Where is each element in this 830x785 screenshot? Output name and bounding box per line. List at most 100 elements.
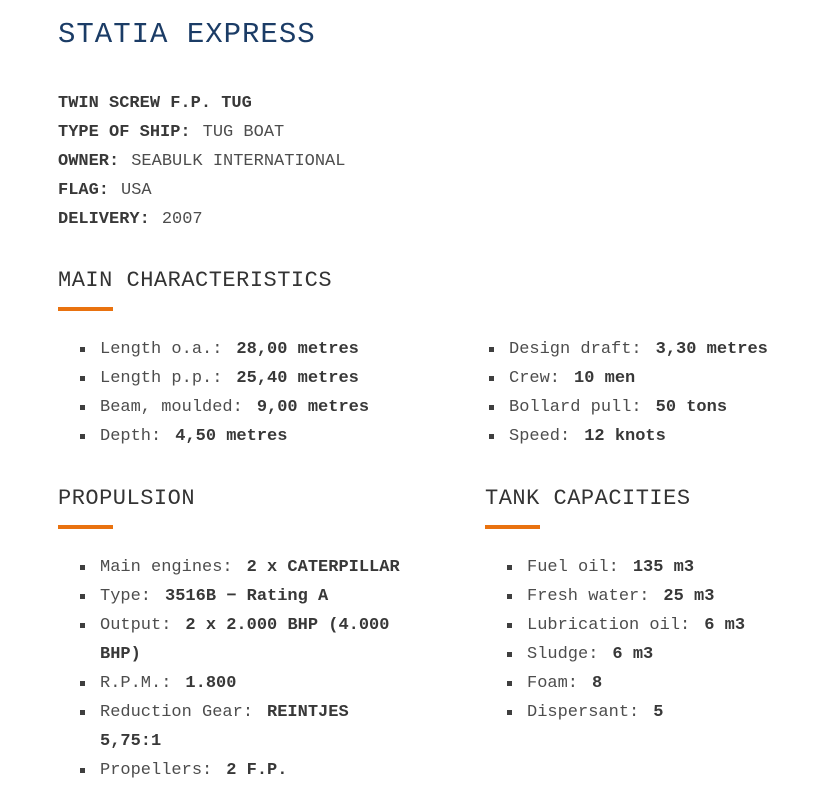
spec-label: Reduction Gear:	[100, 703, 254, 722]
spec-item-length-pp: Length p.p.: 25,40 metres	[80, 364, 485, 393]
spec-label: Depth:	[100, 427, 162, 446]
bullet-icon	[507, 669, 527, 686]
info-value: SEABULK INTERNATIONAL	[131, 152, 346, 171]
bullet-icon	[80, 582, 100, 599]
info-label: TYPE OF SHIP:	[58, 123, 191, 142]
bullet-icon	[489, 422, 509, 439]
spec-item-main-engines: Main engines: 2 x CATERPILLAR	[80, 553, 485, 582]
spec-label: Beam, moulded:	[100, 398, 243, 417]
spec-item-lubrication-oil: Lubrication oil: 6 m3	[507, 611, 810, 640]
page-title: STATIA EXPRESS	[58, 18, 316, 51]
bullet-icon	[489, 364, 509, 381]
orange-rule	[485, 525, 540, 529]
main-characteristics-left-list: Length o.a.: 28,00 metres Length p.p.: 25,…	[80, 335, 485, 451]
spec-item-output: Output: 2 x 2.000 BHP (4.000 BHP)	[80, 611, 485, 669]
spec-label: Fresh water:	[527, 587, 650, 606]
info-value: 2007	[161, 210, 203, 229]
spec-item-length-oa: Length o.a.: 28,00 metres	[80, 335, 485, 364]
spec-item-design-draft: Design draft: 3,30 metres	[489, 335, 810, 364]
spec-item-propellers: Propellers: 2 F.P.	[80, 756, 485, 785]
orange-rule	[58, 525, 113, 529]
spec-item-foam: Foam: 8	[507, 669, 810, 698]
spec-label: Main engines:	[100, 558, 233, 577]
spec-value: REINTJES 5,75:1	[100, 703, 349, 751]
spec-value: 2 x 2.000 BHP (4.000 BHP)	[100, 616, 390, 664]
spec-value: 50 tons	[655, 398, 728, 417]
spec-label: Fuel oil:	[527, 558, 619, 577]
tank-capacities-list: Fuel oil: 135 m3 Fresh water: 25 m3 Lubric…	[507, 553, 810, 727]
spec-item-sludge: Sludge: 6 m3	[507, 640, 810, 669]
bullet-icon	[507, 553, 527, 570]
propulsion-heading: PROPULSION	[58, 486, 196, 511]
spec-label: Dispersant:	[527, 703, 640, 722]
info-row-delivery: DELIVERY: 2007	[58, 205, 810, 234]
spec-label: Foam:	[527, 674, 579, 693]
spec-label: Length o.a.:	[100, 340, 223, 359]
main-characteristics-right-list: Design draft: 3,30 metres Crew: 10 men Bol…	[489, 335, 810, 451]
section-tank-capacities: TANK CAPACITIES Fuel oil: 135 m3 Fresh wa…	[485, 487, 810, 727]
bullet-icon	[80, 422, 100, 439]
spec-value: 6 m3	[612, 645, 654, 664]
spec-value: 3,30 metres	[655, 340, 768, 359]
spec-value: 25 m3	[663, 587, 715, 606]
spec-value: 3516B − Rating A	[165, 587, 329, 606]
spec-value: 5	[653, 703, 664, 722]
spec-value: 4,50 metres	[175, 427, 288, 446]
spec-item-rpm: R.P.M.: 1.800	[80, 669, 485, 698]
spec-value: 12 knots	[584, 427, 666, 446]
spec-value: 6 m3	[704, 616, 746, 635]
bullet-icon	[489, 393, 509, 410]
spec-item-dispersant: Dispersant: 5	[507, 698, 810, 727]
spec-label: Propellers:	[100, 761, 213, 780]
spec-value: 135 m3	[632, 558, 695, 577]
bullet-icon	[507, 698, 527, 715]
spec-item-beam: Beam, moulded: 9,00 metres	[80, 393, 485, 422]
spec-label: Bollard pull:	[509, 398, 642, 417]
spec-value: 1.800	[185, 674, 237, 693]
section-main-characteristics: MAIN CHARACTERISTICS Length o.a.: 28,00 m…	[58, 269, 810, 451]
info-row-owner: OWNER: SEABULK INTERNATIONAL	[58, 147, 810, 176]
spec-value: 9,00 metres	[256, 398, 370, 417]
info-value: TUG BOAT	[202, 123, 285, 142]
bullet-icon	[80, 335, 100, 352]
spec-label: Output:	[100, 616, 172, 635]
spec-item-crew: Crew: 10 men	[489, 364, 810, 393]
bullet-icon	[507, 640, 527, 657]
spec-label: Sludge:	[527, 645, 599, 664]
spec-value: 10 men	[574, 369, 636, 388]
spec-label: Length p.p.:	[100, 369, 223, 388]
spec-value: 25,40 metres	[236, 369, 359, 388]
spec-item-speed: Speed: 12 knots	[489, 422, 810, 451]
info-value: USA	[121, 181, 152, 200]
spec-item-fresh-water: Fresh water: 25 m3	[507, 582, 810, 611]
bullet-icon	[80, 698, 100, 715]
info-label: OWNER:	[58, 152, 120, 171]
spec-label: Design draft:	[509, 340, 642, 359]
bullet-icon	[489, 335, 509, 352]
spec-value: 2 x CATERPILLAR	[246, 558, 400, 577]
info-label: DELIVERY:	[58, 210, 150, 229]
main-characteristics-heading: MAIN CHARACTERISTICS	[58, 268, 333, 293]
spec-item-depth: Depth: 4,50 metres	[80, 422, 485, 451]
bullet-icon	[507, 582, 527, 599]
info-row-type: TYPE OF SHIP: TUG BOAT	[58, 118, 810, 147]
bullet-icon	[80, 611, 100, 628]
propulsion-list: Main engines: 2 x CATERPILLAR Type: 3516B …	[80, 553, 485, 785]
section-propulsion: PROPULSION Main engines: 2 x CATERPILLAR …	[58, 487, 485, 785]
spec-item-fuel-oil: Fuel oil: 135 m3	[507, 553, 810, 582]
spec-item-bollard-pull: Bollard pull: 50 tons	[489, 393, 810, 422]
info-label: FLAG:	[58, 181, 110, 200]
ship-subtitle: TWIN SCREW F.P. TUG	[58, 89, 810, 118]
spec-value: 2 F.P.	[226, 761, 288, 780]
spec-label: R.P.M.:	[100, 674, 172, 693]
ship-subtitle-text: TWIN SCREW F.P. TUG	[58, 94, 252, 113]
bullet-icon	[80, 756, 100, 773]
spec-label: Crew:	[509, 369, 561, 388]
spec-label: Type:	[100, 587, 152, 606]
main-characteristics-columns: Length o.a.: 28,00 metres Length p.p.: 25,…	[58, 335, 810, 451]
spec-label: Lubrication oil:	[527, 616, 691, 635]
lower-sections: PROPULSION Main engines: 2 x CATERPILLAR …	[58, 487, 810, 785]
ship-info-block: TWIN SCREW F.P. TUG TYPE OF SHIP: TUG BOA…	[58, 89, 810, 234]
tank-capacities-heading: TANK CAPACITIES	[485, 486, 691, 511]
